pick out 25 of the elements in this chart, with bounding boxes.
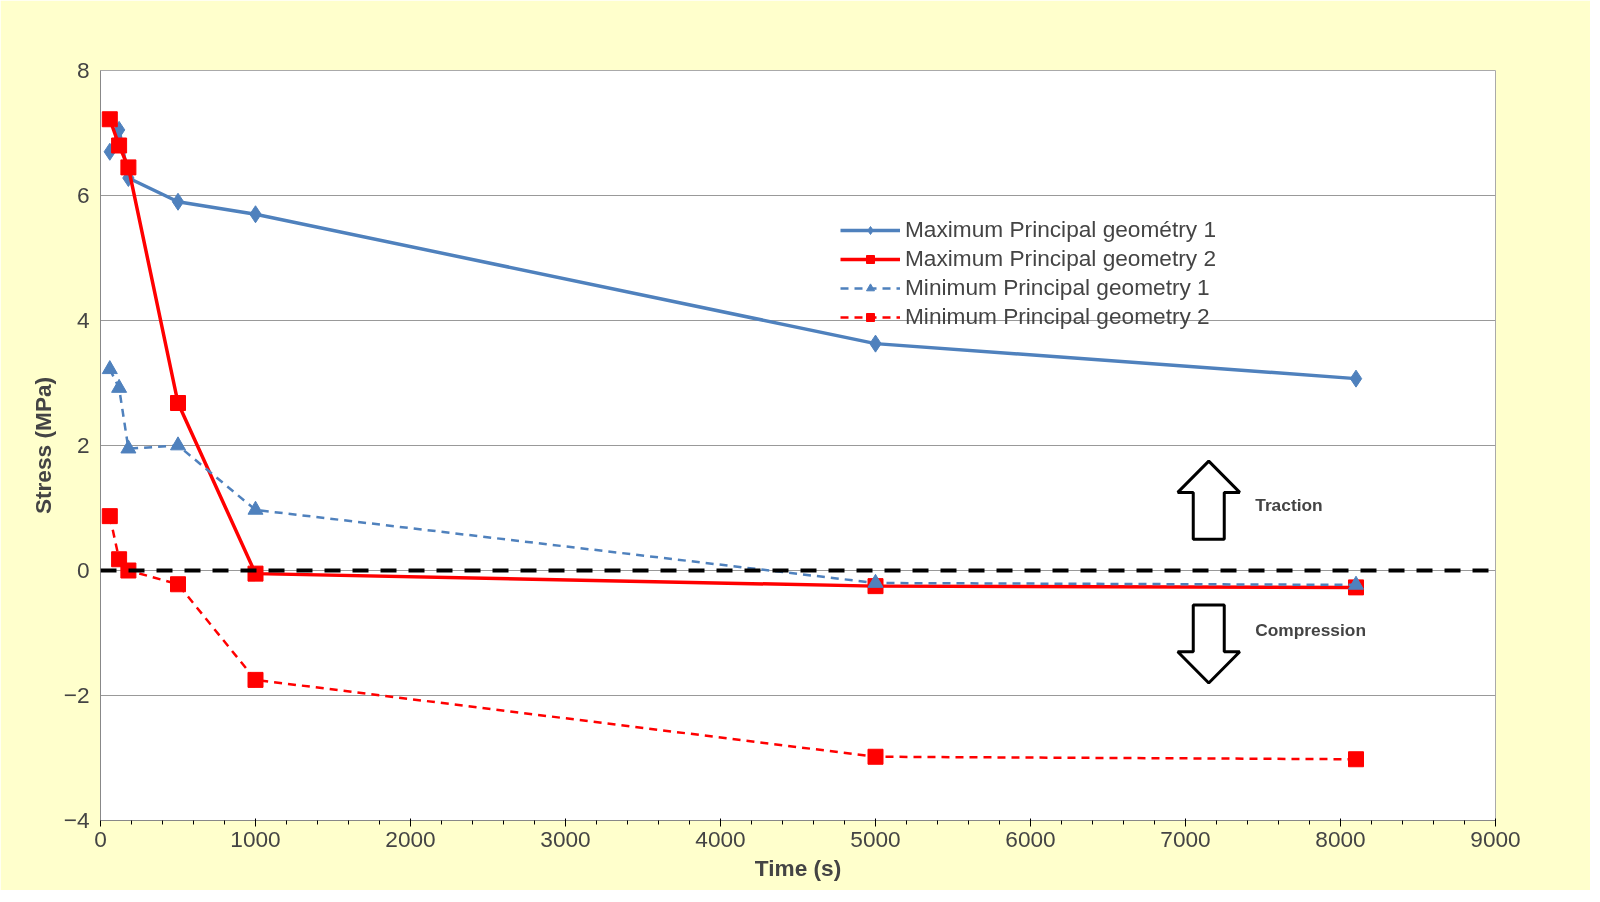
- legend-label: Minimum Principal geometry 2: [905, 303, 1210, 330]
- x-tick-label: 5000: [850, 825, 901, 852]
- y-tick-label: 2: [76, 432, 90, 458]
- x-axis-title: Time (s): [754, 854, 842, 881]
- legend-label: Maximum Principal geométry 1: [905, 216, 1216, 243]
- x-tick-label: 3000: [540, 825, 591, 852]
- legend-label: Minimum Principal geometry 1: [905, 274, 1210, 301]
- y-tick-label: 4: [76, 307, 90, 333]
- x-tick-label: 1000: [230, 825, 281, 852]
- legend-label: Maximum Principal geometry 2: [905, 245, 1216, 272]
- y-tick-label: 8: [76, 57, 90, 83]
- y-tick-label: −2: [63, 682, 90, 708]
- y-tick-label: −4: [63, 807, 90, 833]
- y-axis-title: Stress (MPa): [29, 376, 56, 515]
- annotation: Compression: [1255, 619, 1366, 640]
- x-tick-label: 2000: [385, 825, 436, 852]
- y-tick-label: 6: [76, 182, 90, 208]
- x-tick-label: 8000: [1315, 825, 1366, 852]
- x-tick-label: 4000: [695, 825, 746, 852]
- x-tick-label: 9000: [1470, 825, 1521, 852]
- y-tick-label: 0: [76, 557, 90, 583]
- annotation: Traction: [1255, 494, 1323, 515]
- x-tick-label: 0: [94, 825, 107, 852]
- x-tick-label: 7000: [1160, 825, 1211, 852]
- x-tick-label: 6000: [1005, 825, 1056, 852]
